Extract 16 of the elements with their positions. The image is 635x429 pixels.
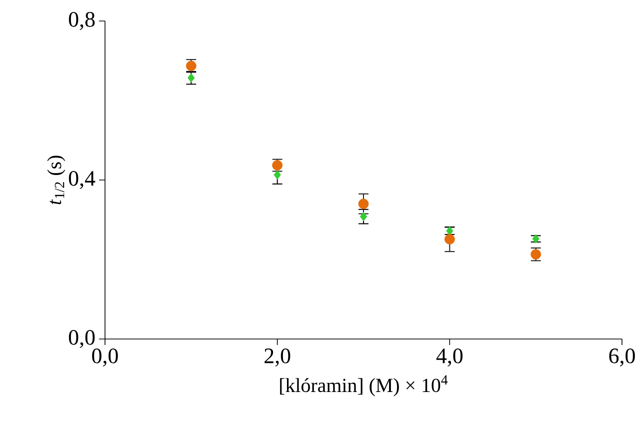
point bbox=[358, 198, 369, 210]
point bbox=[360, 212, 368, 222]
point bbox=[444, 234, 455, 244]
y-tick-label: 0,4 bbox=[68, 171, 96, 189]
x-tick-label: 2,0 bbox=[264, 348, 290, 366]
y-tick-label: 0,0 bbox=[68, 330, 95, 348]
point bbox=[274, 170, 281, 180]
x-axis-title: [klóramin] (M) × 10$^{4}$ bbox=[280, 375, 448, 396]
x-tick-label: 0,0 bbox=[92, 348, 118, 366]
point bbox=[188, 73, 195, 83]
point bbox=[532, 234, 540, 244]
y-axis-title: t$_{1/2}$ (s) bbox=[47, 156, 66, 204]
point bbox=[446, 226, 454, 236]
x-tick-label: 6,0 bbox=[609, 348, 635, 366]
y-tick-label: 0,8 bbox=[68, 12, 95, 30]
x-tick-label: 4,0 bbox=[436, 348, 463, 366]
